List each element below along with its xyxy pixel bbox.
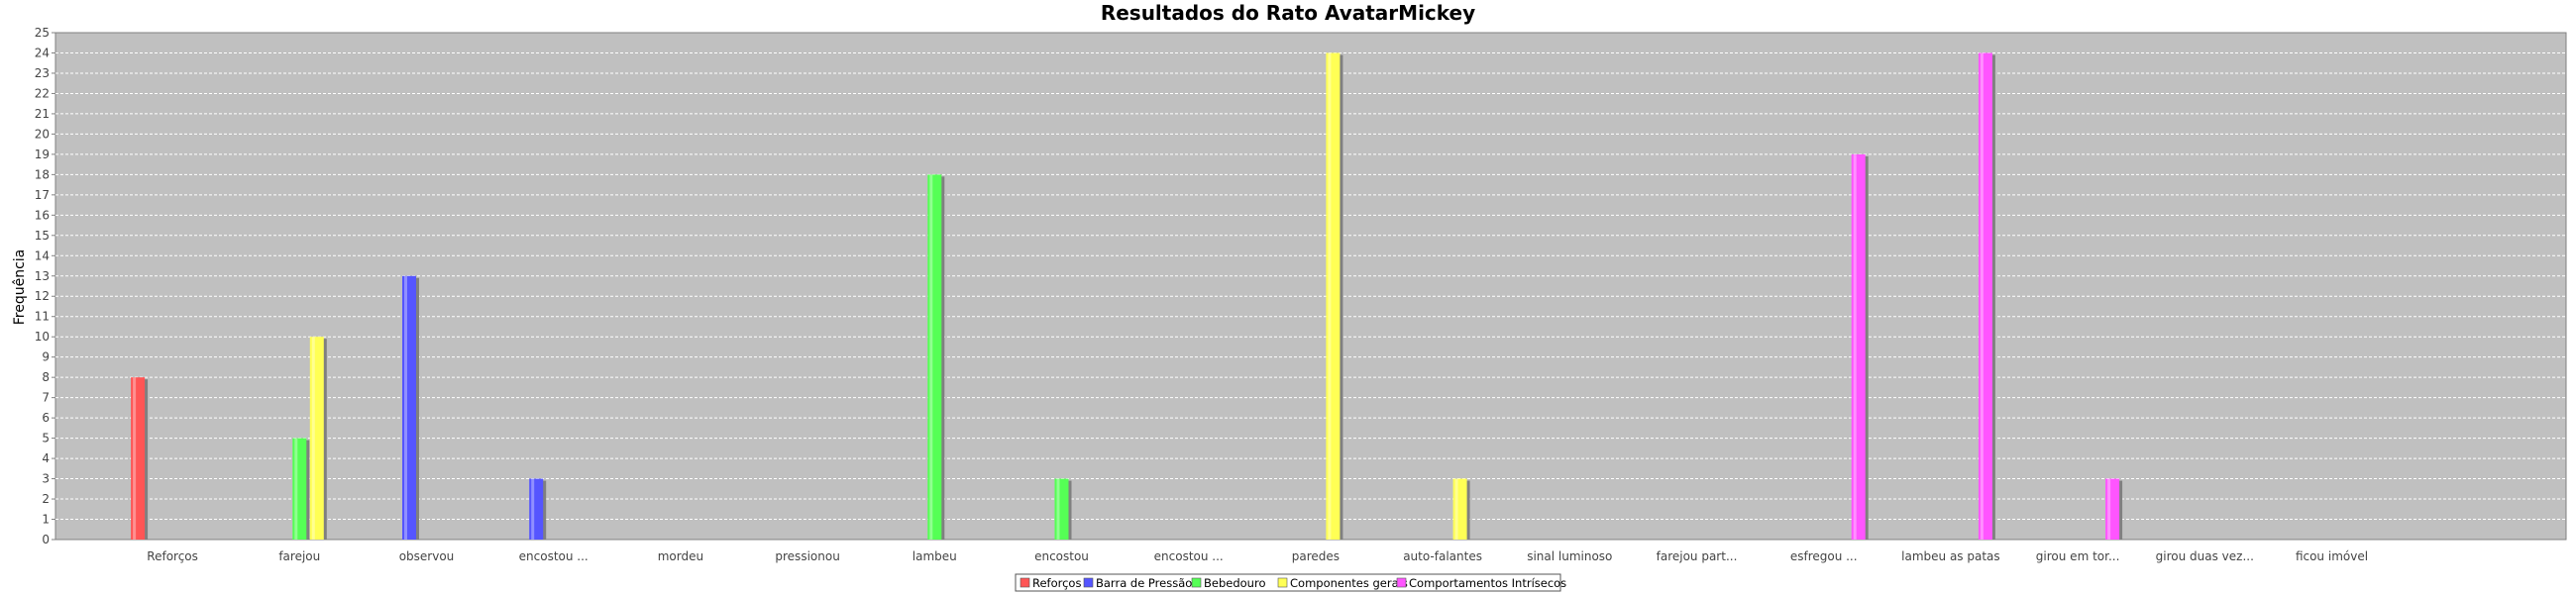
x-category-label: lambeu as patas	[1901, 549, 2000, 563]
bar-bebedouro	[292, 438, 307, 540]
y-tick-label: 12	[35, 289, 50, 303]
legend-swatch	[1396, 577, 1407, 588]
x-category-label: mordeu	[658, 549, 703, 563]
x-category-label: observou	[399, 549, 455, 563]
y-tick-label: 19	[35, 148, 50, 161]
y-tick-label: 15	[35, 229, 50, 243]
y-tick-label: 10	[35, 330, 50, 344]
legend-swatch	[1277, 577, 1288, 588]
y-tick-label: 14	[35, 248, 50, 262]
bar-comportamentos-intr-secos	[2105, 478, 2120, 540]
y-axis-label: Frequência	[12, 249, 28, 326]
legend-swatch	[1191, 577, 1202, 588]
y-tick-label: 2	[42, 492, 50, 506]
x-category-label: lambeu	[912, 549, 957, 563]
chart-title: Resultados do Rato AvatarMickey	[1101, 1, 1475, 25]
y-tick-label: 9	[42, 350, 50, 364]
bar-highlight	[294, 438, 298, 540]
bar-highlight	[1454, 478, 1458, 540]
legend-label: Reforços	[1032, 576, 1081, 590]
bar-comportamentos-intr-secos	[1851, 153, 1866, 540]
y-tick-label: 16	[35, 208, 50, 222]
legend-label: Componentes gerais	[1290, 576, 1408, 590]
x-category-label: farejou part...	[1657, 549, 1738, 563]
bar-componentes-gerais	[309, 337, 324, 540]
y-tick-label: 21	[35, 107, 50, 121]
x-category-label: sinal luminoso	[1527, 549, 1612, 563]
bar-highlight	[1853, 153, 1857, 540]
bar-highlight	[1980, 52, 1984, 540]
x-category-label: Reforços	[147, 549, 198, 563]
bar-comportamentos-intr-secos	[1978, 52, 1992, 540]
y-tick-label: 17	[35, 188, 50, 202]
y-tick-label: 8	[42, 370, 50, 384]
bar-componentes-gerais	[1326, 52, 1341, 540]
bar-highlight	[929, 174, 933, 541]
legend-swatch	[1083, 577, 1094, 588]
y-tick-label: 6	[42, 411, 50, 425]
bar-highlight	[311, 337, 315, 540]
legend-box	[1015, 573, 1561, 592]
bar-barra-de-press-o	[402, 275, 416, 540]
y-tick-label: 3	[42, 472, 50, 486]
bar-bebedouro	[1054, 478, 1069, 540]
bar-highlight	[404, 275, 407, 540]
y-tick-label: 11	[35, 310, 50, 324]
x-category-label: pressionou	[775, 549, 839, 563]
legend: Reforços Barra de Pressão Bebedouro Compone…	[1015, 573, 1566, 592]
bar-highlight	[1056, 478, 1060, 540]
legend-label: Comportamentos Intrísecos	[1409, 576, 1566, 590]
bar-bebedouro	[927, 174, 942, 541]
plot-area	[54, 32, 2567, 541]
bar-highlight	[2107, 478, 2111, 540]
x-category-label: auto-falantes	[1403, 549, 1482, 563]
y-tick-label: 25	[35, 26, 50, 40]
bar-barra-de-press-o	[529, 478, 544, 540]
x-category-label: girou duas vez...	[2156, 549, 2254, 563]
x-category-label: esfregou ...	[1790, 549, 1858, 563]
legend-swatch	[1020, 577, 1030, 588]
y-tick-label: 24	[35, 46, 50, 59]
y-tick-label: 5	[42, 432, 50, 446]
x-category-label: girou em tor...	[2036, 549, 2120, 563]
bar-highlight	[531, 478, 535, 540]
legend-label: Barra de Pressão	[1096, 576, 1192, 590]
x-category-label: paredes	[1292, 549, 1340, 563]
y-tick-label: 7	[42, 391, 50, 405]
y-tick-label: 22	[35, 86, 50, 100]
legend-items: Reforços Barra de Pressão Bebedouro Compone…	[1020, 576, 1566, 590]
y-tick-label: 1	[42, 513, 50, 527]
bar-highlight	[1328, 52, 1332, 540]
bar-highlight	[133, 377, 137, 540]
x-category-label: ficou imóvel	[2296, 549, 2368, 563]
x-category-label: encostou ...	[519, 549, 589, 563]
y-tick-label: 23	[35, 66, 50, 80]
y-tick-label: 20	[35, 127, 50, 141]
x-category-label: farejou	[278, 549, 320, 563]
y-tick-label: 0	[42, 533, 50, 546]
y-tick-label: 18	[35, 167, 50, 181]
bar-componentes-gerais	[1452, 478, 1467, 540]
x-category-label: encostou	[1034, 549, 1089, 563]
bars	[131, 52, 2123, 541]
y-tick-label: 4	[42, 451, 50, 465]
legend-label: Bebedouro	[1204, 576, 1265, 590]
x-category-label: encostou ...	[1154, 549, 1224, 563]
y-axis-ticks: 0123456789101112131415161718192021222324…	[35, 26, 55, 546]
y-tick-label: 13	[35, 269, 50, 283]
bar-refor-os	[131, 377, 146, 540]
x-axis-labels: Reforços farejou observou encostou ... morde…	[147, 549, 2368, 563]
gridlines	[55, 51, 2566, 521]
